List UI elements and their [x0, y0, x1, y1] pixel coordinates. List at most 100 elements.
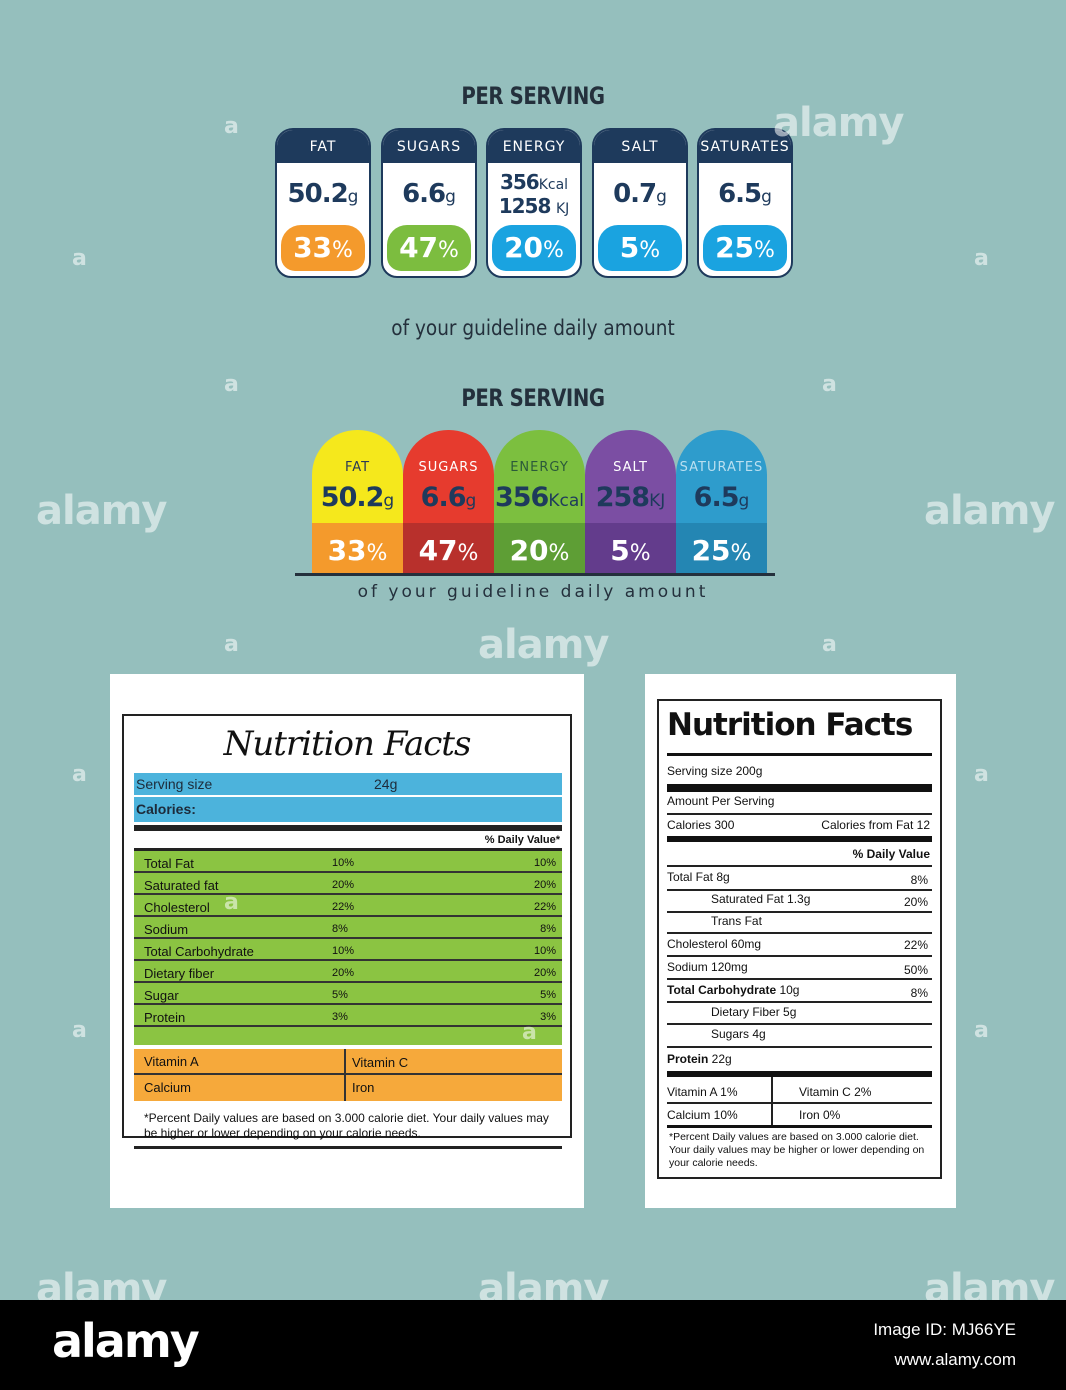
watermark-letter: a — [224, 632, 239, 657]
section2-subtitle: of your guideline daily amount — [357, 582, 709, 602]
value: 6.6 — [420, 482, 467, 513]
sodium: Sodium 120mg — [667, 960, 748, 974]
daily-value-header: % Daily Value* — [484, 834, 560, 846]
percent-sign: % — [543, 238, 564, 263]
nutrient-pct: 8% — [332, 923, 348, 935]
watermark-letter: a — [822, 372, 837, 397]
tab-value: 6.6g — [403, 482, 494, 513]
nutrition-label-classic: Nutrition Facts Serving size 200g Amount… — [645, 674, 956, 1208]
value-2: 1258 — [498, 194, 552, 218]
tab-value: 356Kcal — [494, 482, 585, 513]
unit: g — [465, 491, 477, 511]
unit: g — [738, 491, 750, 511]
watermark-letter: a — [822, 632, 837, 657]
total-carb-label: Total Carbohydrate — [667, 983, 777, 997]
total-carb-value: 10g — [776, 983, 800, 997]
footnote: *Percent Daily values are based on 3.000… — [144, 1111, 549, 1140]
value: 258 — [595, 482, 650, 513]
section2-title: PER SERVING — [461, 384, 605, 412]
percent-sign: % — [548, 541, 570, 566]
value: 6.5 — [693, 482, 740, 513]
can-percent: 33% — [281, 225, 365, 271]
calories: Calories 300 — [667, 818, 735, 832]
value: 6.6 — [402, 179, 446, 209]
percent-sign: % — [754, 238, 775, 263]
can-label: FAT — [277, 130, 369, 163]
tab-label: SUGARS — [418, 460, 479, 475]
can-value: 6.5g — [699, 163, 791, 225]
tab-percent: 20% — [494, 523, 585, 573]
divider — [667, 1023, 932, 1025]
nutrient-row: Total Carbohydrate 10% 10% — [134, 939, 562, 961]
divider — [667, 911, 932, 913]
total-fat: Total Fat 8g — [667, 870, 730, 884]
percent-sign: % — [730, 541, 752, 566]
nutrient-name: Dietary fiber — [144, 966, 215, 981]
watermark-letter: a — [224, 114, 239, 139]
calories-from-fat: Calories from Fat 12 — [821, 818, 930, 832]
can-value: 50.2g — [277, 163, 369, 225]
can-salt: SALT 0.7g 5% — [592, 128, 688, 278]
percent-sign: % — [438, 238, 459, 263]
tab-saturates: SATURATES 6.5g 25% — [676, 430, 767, 573]
tab-fat: FAT 50.2g 33% — [312, 430, 403, 573]
watermark-letter: a — [72, 1018, 87, 1043]
watermark-letter: a — [72, 762, 87, 787]
divider — [134, 1073, 562, 1075]
unit: g — [383, 491, 395, 511]
can-percent: 5% — [598, 225, 682, 271]
percent: 25 — [691, 534, 731, 567]
can-percent: 25% — [703, 225, 787, 271]
percent: 33 — [293, 231, 333, 264]
percent: 33 — [327, 534, 367, 567]
nutrient-row: Sugar 5% 5% — [134, 983, 562, 1005]
tab-percent: 5% — [585, 523, 676, 573]
percent: 5 — [610, 534, 630, 567]
section1-subtitle: of your guideline daily amount — [391, 316, 675, 340]
tab-percent: 25% — [676, 523, 767, 573]
nutrient-pct-dv: 10% — [533, 945, 556, 957]
can-value: 6.6g — [383, 163, 475, 225]
value: 50.2 — [287, 179, 349, 209]
nutrient-pct: 20% — [332, 879, 355, 891]
calories-row: Calories: — [134, 797, 562, 822]
divider — [667, 753, 932, 756]
percent: 20 — [504, 231, 544, 264]
divider — [667, 865, 932, 867]
tab-salt: SALT 258KJ 5% — [585, 430, 676, 573]
thick-divider — [667, 1071, 932, 1077]
protein: Protein 22g — [667, 1052, 732, 1066]
label-title: Nutrition Facts — [667, 707, 913, 743]
footer-logo: alamy — [52, 1314, 200, 1368]
unit: g — [347, 187, 359, 207]
divider — [134, 848, 562, 851]
footnote: *Percent Daily values are based on 3.000… — [669, 1131, 925, 1169]
nutrient-pct-dv: 3% — [540, 1011, 556, 1023]
divider — [344, 1049, 346, 1101]
tab-value: 50.2g — [312, 482, 403, 513]
watermark: alamy — [36, 488, 167, 534]
unit: Kcal — [548, 491, 584, 511]
can-value: 0.7g — [594, 163, 686, 225]
row-divider — [134, 959, 562, 961]
can-saturates: SATURATES 6.5g 25% — [697, 128, 793, 278]
nutrient-pct-dv: 20% — [533, 879, 556, 891]
footer-url: www.alamy.com — [894, 1350, 1016, 1369]
value: 6.5 — [718, 179, 762, 209]
vitamin-c: Vitamin C — [352, 1055, 409, 1070]
divider — [667, 955, 932, 957]
serving-size-row: Serving size 24g — [134, 773, 562, 795]
cholesterol-pct: 22% — [903, 938, 928, 952]
nutrient-row: Total Fat 10% 10% — [134, 851, 562, 873]
percent-sign: % — [629, 541, 651, 566]
nutrient-pct-dv: 20% — [533, 967, 556, 979]
vitamin-c: Vitamin C 2% — [799, 1085, 872, 1099]
tab-label: FAT — [344, 460, 371, 475]
row-divider — [134, 915, 562, 917]
tab-value: 6.5g — [676, 482, 767, 513]
sugars: Sugars 4g — [711, 1027, 766, 1041]
watermark: alamy — [478, 622, 609, 668]
thick-divider — [667, 836, 932, 842]
can-label: SUGARS — [383, 130, 475, 163]
can-percent: 20% — [492, 225, 576, 271]
